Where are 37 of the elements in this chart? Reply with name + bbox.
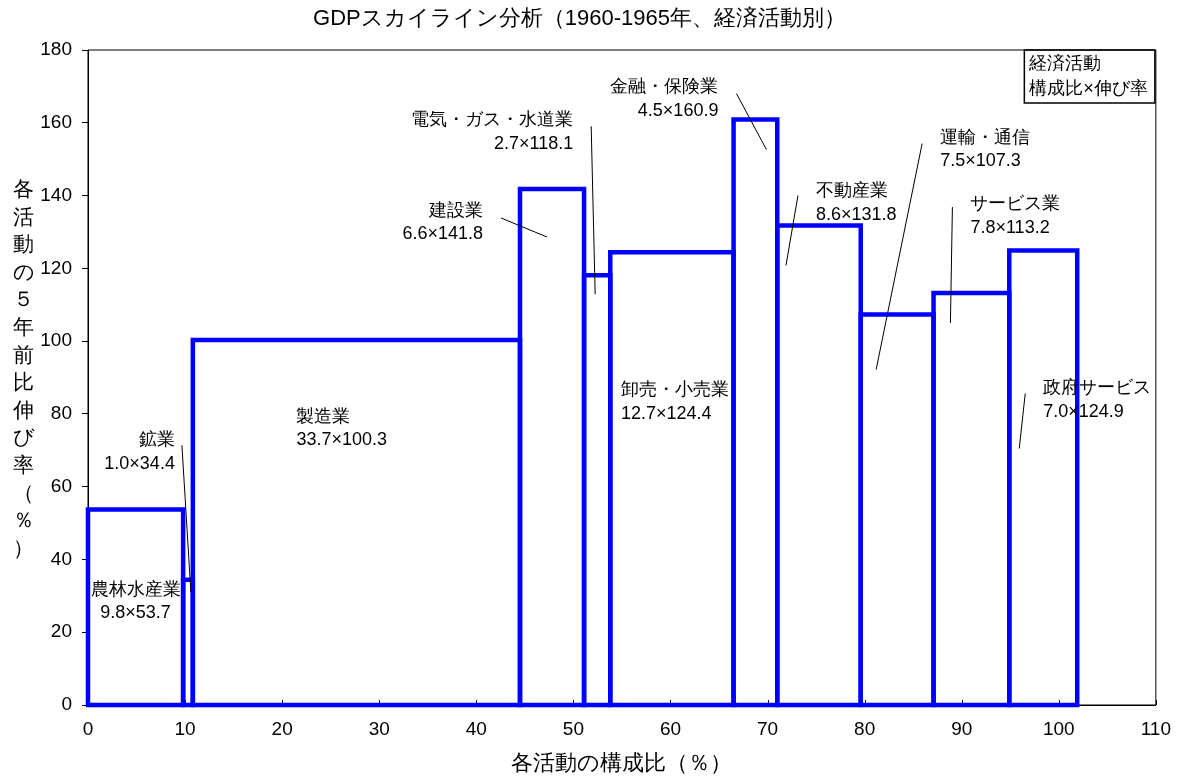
annotation: 建設業 6.6×141.8 bbox=[402, 199, 484, 244]
x-axis-title: 各活動の構成比（％） bbox=[511, 749, 733, 775]
annotation: 経済活動 bbox=[1028, 52, 1102, 73]
x-tick-label: 0 bbox=[82, 717, 94, 739]
y-tick-label: 160 bbox=[40, 111, 72, 133]
y-tick-label: 180 bbox=[40, 38, 72, 60]
annotation: 鉱業 1.0×34.4 bbox=[104, 429, 175, 473]
x-tick-label: 40 bbox=[465, 717, 487, 739]
annotation: サービス業 7.8×113.2 bbox=[970, 193, 1061, 237]
y-tick-label: 100 bbox=[40, 329, 72, 351]
annotation: 運輸・通信 7.5×107.3 bbox=[940, 126, 1031, 171]
x-tick-label: 30 bbox=[368, 717, 390, 739]
y-tick-label: 80 bbox=[50, 402, 72, 424]
x-tick-label: 60 bbox=[659, 717, 682, 739]
x-tick-label: 20 bbox=[271, 717, 293, 739]
x-tick-label: 110 bbox=[1140, 717, 1171, 739]
annotation: 卸売・小売業 12.7×124.4 bbox=[620, 379, 729, 423]
x-tick-label: 10 bbox=[174, 717, 196, 739]
x-tick-label: 50 bbox=[562, 717, 584, 739]
y-tick-label: 140 bbox=[40, 183, 72, 205]
chart-title: GDPスカイライン分析（1960-1965年、経済活動別） bbox=[313, 5, 846, 31]
y-tick-label: 60 bbox=[50, 474, 72, 496]
annotation: 不動産業 8.6×131.8 bbox=[816, 180, 897, 224]
y-tick-label: 40 bbox=[50, 547, 72, 569]
x-tick-label: 90 bbox=[951, 717, 973, 739]
y-tick-label: 0 bbox=[61, 693, 72, 715]
annotation: 製造業 33.7×100.3 bbox=[296, 405, 388, 450]
x-tick-label: 80 bbox=[854, 717, 876, 739]
annotation: 電気・ガス・水道業 2.7×118.1 bbox=[411, 109, 574, 153]
x-tick-label: 70 bbox=[756, 717, 779, 739]
annotation: 農林水産業 9.8×53.7 bbox=[90, 578, 181, 623]
x-tick-label: 100 bbox=[1042, 717, 1075, 739]
y-tick-label: 120 bbox=[40, 256, 72, 278]
y-tick-label: 20 bbox=[50, 620, 72, 642]
annotation: 金融・保険業 4.5×160.9 bbox=[610, 76, 719, 120]
annotation: 構成比×伸び率 bbox=[1029, 77, 1148, 98]
text: 各活動の５年前比伸び率（％） bbox=[12, 177, 35, 560]
